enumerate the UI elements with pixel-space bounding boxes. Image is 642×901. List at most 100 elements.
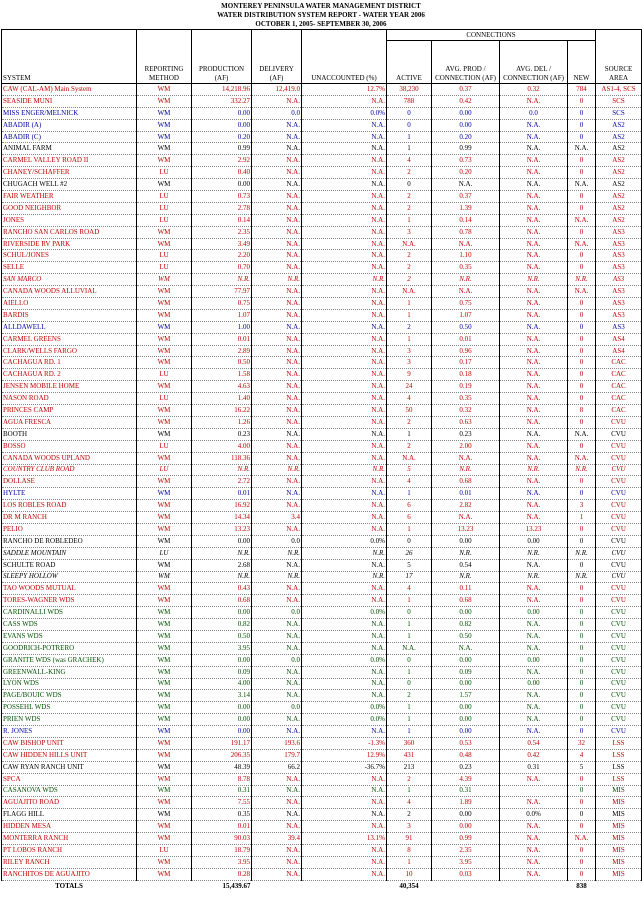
cell-active: 26	[386, 547, 432, 560]
cell-active: 5	[386, 464, 432, 477]
cell-active: 2	[386, 202, 432, 215]
cell-source: AS2	[595, 178, 642, 192]
cell-unaccounted: 13.1%	[301, 832, 387, 845]
cell-method: WM	[136, 618, 192, 631]
cell-new: 0	[566, 630, 597, 643]
table-row: SADDLE MOUNTAIN LU N.R. N.R. N.R. 26 N.R. N.R. N…	[1, 547, 642, 560]
cell-unaccounted: 0.0%	[301, 701, 387, 715]
cell-delivery: N.A.	[251, 689, 302, 703]
cell-active: 431	[386, 749, 432, 762]
cell-active: 1	[386, 131, 432, 144]
cell-delivery: N.A.	[251, 238, 302, 251]
cell-new: 0	[566, 523, 597, 536]
cell-active: 1	[386, 666, 432, 679]
cell-source: MIS	[595, 868, 642, 881]
table-row: CASS WDS WM 0.82 N.A. N.A. 1 0.82 N.A. 0 CVU	[1, 618, 642, 631]
cell-new: 0	[566, 297, 597, 310]
cell-production: 0.23	[191, 428, 252, 441]
cell-method: WM	[136, 796, 192, 810]
cell-method: WM	[136, 594, 192, 608]
cell-method: WM	[136, 737, 192, 750]
cell-new: N.R.	[566, 571, 597, 584]
cell-source: CVU	[595, 547, 642, 560]
cell-method: LU	[136, 547, 192, 560]
cell-new: 0	[566, 95, 597, 108]
cell-delivery: 193.6	[251, 737, 302, 750]
cell-source: LSS	[595, 761, 642, 774]
cell-avg-prod: N.R.	[431, 464, 500, 477]
cell-active: 5	[386, 559, 432, 572]
cell-production: 0.00	[191, 119, 252, 132]
cell-system: HIDDEN MESA	[1, 820, 137, 834]
cell-system: CAW (CAL-AM) Main System	[1, 83, 137, 96]
cell-production: 0.00	[191, 178, 252, 192]
cell-delivery: N.A.	[251, 404, 302, 417]
cell-delivery: N.A.	[251, 309, 302, 322]
table-row: CARMEL GREENS WM 0.01 N.A. N.A. 1 0.01 N.A. 0 AS4	[1, 333, 642, 346]
cell-new: 0	[566, 773, 597, 786]
cell-avg-del: N.A.	[499, 440, 568, 453]
cell-source: AS3	[595, 309, 642, 322]
table-row: SCHULTE ROAD WM 2.68 N.A. N.A. 5 0.54 N.A. 0 CVU	[1, 559, 642, 572]
cell-delivery: N.A.	[251, 868, 302, 881]
cell-production: 0.09	[191, 666, 252, 679]
cell-avg-prod: 0.82	[431, 618, 500, 631]
cell-source: AS3	[595, 285, 642, 299]
cell-source: CVU	[595, 701, 642, 715]
cell-production: 16.92	[191, 499, 252, 513]
cell-avg-del: N.A.	[499, 95, 568, 108]
cell-source: AS2	[595, 119, 642, 132]
cell-unaccounted: N.A.	[301, 392, 387, 406]
cell-active: 8	[386, 844, 432, 857]
table-row: RANCHO SAN CARLOS ROAD WM 2.35 N.A. N.A. 3 0.7…	[1, 226, 642, 239]
cell-delivery: N.A.	[251, 499, 302, 513]
cell-system: COUNTRY CLUB ROAD	[1, 464, 137, 477]
cell-system: R. JONES	[1, 725, 137, 738]
cell-delivery: N.A.	[251, 452, 302, 465]
cell-avg-del: N.A.	[499, 725, 568, 738]
cell-unaccounted: N.A.	[301, 452, 387, 465]
cell-avg-del: N.A.	[499, 582, 568, 596]
cell-avg-del: 0.00	[499, 678, 568, 691]
cell-active: 1	[386, 725, 432, 738]
table-row: CAW (CAL-AM) Main System WM 14,218.96 12,41…	[1, 83, 642, 96]
cell-production: N.R.	[191, 273, 252, 287]
table-row: JONES LU 0.14 N.A. N.A. 1 0.14 N.A. N.A. AS2	[1, 214, 642, 227]
cell-avg-prod: 0.73	[431, 154, 500, 168]
cell-delivery: N.A.	[251, 630, 302, 643]
cell-method: WM	[136, 571, 192, 584]
cell-method: WM	[136, 832, 192, 845]
cell-active: 213	[386, 761, 432, 774]
cell-system: JENSEN MOBILE HOME	[1, 380, 137, 394]
cell-source: SCS	[595, 95, 642, 108]
cell-avg-del: N.A.	[499, 773, 568, 786]
cell-delivery: 66.2	[251, 761, 302, 774]
cell-system: SPCA	[1, 773, 137, 786]
cell-source: CVU	[595, 582, 642, 596]
cell-production: 1.40	[191, 392, 252, 406]
cell-system: RANCHO SAN CARLOS ROAD	[1, 226, 137, 239]
cell-source: AS3	[595, 226, 642, 239]
cell-active: 4	[386, 582, 432, 596]
cell-new: 0	[566, 559, 597, 572]
cell-system: JONES	[1, 214, 137, 227]
cell-unaccounted: N.A.	[301, 773, 387, 786]
cell-source: CVU	[595, 511, 642, 524]
cell-method: WM	[136, 535, 192, 548]
cell-system: MISS ENGER/MELNICK	[1, 107, 137, 120]
table-row: AGUA FRESCA WM 1.26 N.A. N.A. 2 0.63 N.A. 0 CVU	[1, 416, 642, 429]
cell-avg-del: N.R.	[499, 571, 568, 584]
cell-active: 1	[386, 523, 432, 536]
cell-system: GOODRICH-POTRERO	[1, 642, 137, 655]
cell-avg-del: N.A.	[499, 154, 568, 168]
cell-method: WM	[136, 404, 192, 417]
cell-new: 0	[566, 582, 597, 596]
table-row: MONTERRA RANCH WM 90.03 39.4 13.1% 91 0.99 N.A.…	[1, 832, 642, 845]
cell-method: WM	[136, 678, 192, 691]
cell-new: 0	[566, 606, 597, 620]
cell-system: RILEY RANCH	[1, 856, 137, 869]
cell-source: SCS	[595, 107, 642, 120]
table-row: CACHAGUA RD. 1 WM 0.50 N.A. N.A. 3 0.17 N.A. 0 CA…	[1, 356, 642, 370]
table-row: DR M RANCH WM 14.34 3.4 N.A. 6 N.A. N.A. 1 CVU	[1, 511, 642, 524]
cell-unaccounted: N.A.	[301, 190, 387, 203]
